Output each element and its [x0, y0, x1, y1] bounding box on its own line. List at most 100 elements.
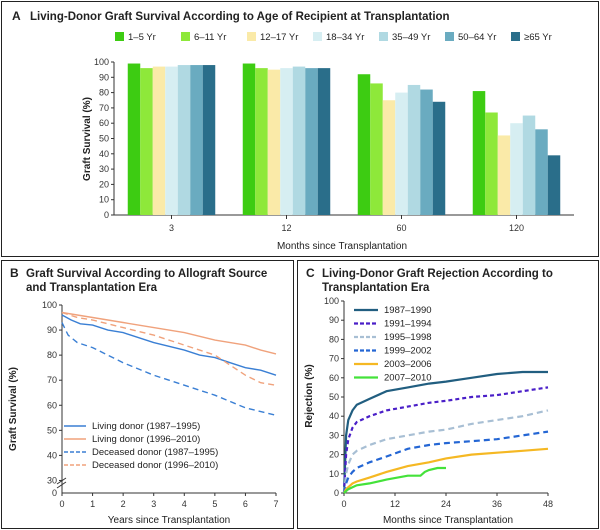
a-y-tick-label: 30 [99, 164, 109, 174]
b-y-tick-label: 40 [47, 450, 57, 460]
c-legend-label: 2007–2010 [384, 373, 432, 384]
panel-a-letter: A [12, 9, 21, 23]
panel-a-ylabel: Graft Survival (%) [82, 97, 93, 181]
a-y-tick-label: 60 [99, 118, 109, 128]
c-legend-label: 1987–1990 [384, 305, 432, 316]
c-series-line [342, 386, 549, 494]
panel-c-ylabel: Rejection (%) [304, 364, 315, 427]
a-bar [535, 129, 548, 215]
c-series-line [342, 370, 548, 494]
c-series-line [342, 430, 549, 494]
a-bar [510, 123, 523, 215]
c-y-tick-label: 0 [334, 488, 339, 498]
a-y-tick-label: 80 [99, 88, 109, 98]
panel-c-legend: 1987–1990 1991–1994 1995–1998 1999–2002 2003… [354, 305, 432, 384]
c-legend-label: 1995–1998 [384, 332, 432, 343]
c-y-tick-label: 50 [329, 392, 339, 402]
b-y-tick-label: 80 [47, 350, 57, 360]
panel-c-letter: C [306, 266, 315, 280]
c-y-tick-label: 40 [329, 411, 339, 421]
c-y-tick-label: 70 [329, 354, 339, 364]
b-y-tick-label: 70 [47, 375, 57, 385]
a-bar [255, 68, 268, 216]
a-x-tick-label: 3 [169, 223, 174, 233]
b-x-tick-label: 5 [212, 499, 217, 509]
b-x-tick-label: 1 [90, 499, 95, 509]
panel-b-legend: Living donor (1987–1995) Living donor (19… [64, 421, 218, 471]
panel-a-bars [127, 63, 561, 216]
a-x-tick-label: 60 [396, 223, 406, 233]
b-y-tick-label: 90 [47, 325, 57, 335]
panel-b-xlabel: Years since Transplantation [108, 515, 231, 526]
panel-c-title-line1: Living-Donor Graft Rejection According t… [322, 268, 553, 280]
c-y-tick-label: 100 [324, 296, 339, 306]
a-bar [280, 68, 293, 216]
b-series-line [61, 311, 277, 386]
a-legend-swatch [445, 32, 454, 41]
c-x-tick-label: 24 [441, 499, 451, 509]
b-legend-label: Deceased donor (1996–2010) [92, 460, 218, 471]
panel-c-title-line2: Transplantation Era [322, 282, 430, 294]
panel-c-axes: 0 10 20 30 40 50 60 70 80 90 100 0 12 24 36 48 [324, 296, 553, 509]
b-series-line [61, 314, 277, 376]
b-y-tick-label: 100 [42, 300, 57, 310]
c-series-line [342, 409, 549, 494]
a-bar [407, 84, 421, 215]
c-x-tick-label: 36 [492, 499, 502, 509]
a-legend-swatch [181, 32, 190, 41]
b-axis-break-mark [56, 481, 67, 489]
a-x-tick-label: 12 [281, 223, 291, 233]
a-legend-swatch [247, 32, 256, 41]
c-x-tick-label: 0 [341, 499, 346, 509]
a-bar [317, 68, 331, 216]
a-y-tick-label: 20 [99, 179, 109, 189]
b-legend-label: Living donor (1987–1995) [92, 421, 200, 432]
a-bar [485, 112, 498, 215]
c-series-line [343, 466, 446, 494]
a-bar [522, 115, 536, 215]
b-series-line [61, 311, 277, 355]
c-legend-label: 2003–2006 [384, 359, 432, 370]
panel-b-letter: B [10, 266, 19, 280]
a-legend-label: 18–34 Yr [326, 32, 364, 43]
panel-c-chart: C Living-Donor Graft Rejection According… [304, 266, 553, 526]
b-x-tick-label: 7 [273, 499, 278, 509]
a-legend-swatch [313, 32, 322, 41]
panel-b-axes: 30 40 50 60 70 80 90 100 00 1 2 3 4 5 6 7 [42, 300, 279, 509]
b-y-tick-label: 60 [47, 400, 57, 410]
a-legend-swatch [379, 32, 388, 41]
a-bar [267, 69, 281, 216]
a-bar [165, 66, 178, 215]
b-x-tick-label: 4 [182, 499, 187, 509]
a-bar [395, 92, 408, 215]
a-bar [140, 68, 153, 216]
b-x-tick-label: 3 [151, 499, 156, 509]
a-bar [242, 63, 256, 215]
a-y-tick-label: 70 [99, 103, 109, 113]
panel-c-lines [342, 370, 549, 494]
panel-b: B Graft Survival According to Allograft … [1, 260, 294, 529]
c-y-tick-label: 20 [329, 450, 339, 460]
a-legend-label: 6–11 Yr [194, 32, 226, 43]
c-y-tick-label: 10 [329, 469, 339, 479]
b-axis-break-mark [56, 477, 67, 485]
b-y-tick-label: 30 [47, 475, 57, 485]
panel-a: A Living-Donor Graft Survival According … [1, 1, 599, 257]
c-legend-label: 1991–1994 [384, 319, 432, 330]
a-y-tick-label: 0 [104, 210, 109, 220]
a-y-tick-label: 100 [94, 57, 109, 67]
panel-b-lines [61, 311, 277, 416]
a-bar [420, 89, 433, 215]
panel-b-ylabel: Graft Survival (%) [8, 367, 19, 451]
c-y-tick-label: 90 [329, 315, 339, 325]
a-y-tick-label: 50 [99, 134, 109, 144]
a-bar [382, 100, 396, 215]
a-bar [357, 74, 371, 216]
panel-a-chart: A Living-Donor Graft Survival According … [12, 9, 574, 252]
a-bar [152, 66, 166, 215]
b-legend-label: Deceased donor (1987–1995) [92, 447, 218, 458]
a-legend-label: 12–17 Yr [260, 32, 298, 43]
c-legend-label: 1999–2002 [384, 346, 432, 357]
b-y-tick-label-zero: 0 [52, 488, 57, 498]
